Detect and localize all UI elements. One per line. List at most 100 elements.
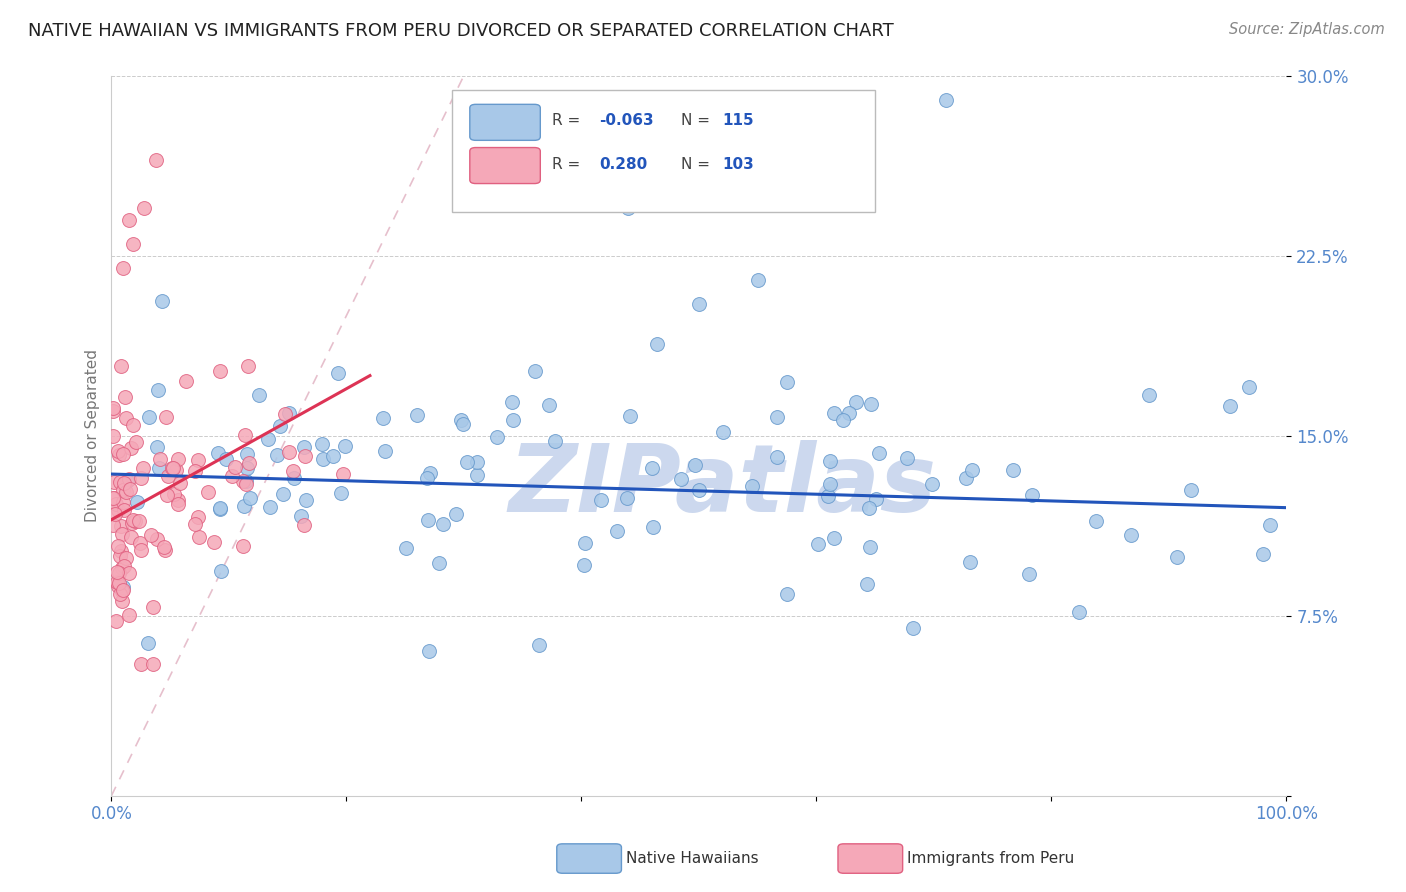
Point: [236, 448, 259, 462]
Point: [741, 478, 763, 492]
Point: [153, 541, 176, 555]
Point: [903, 621, 925, 635]
Point: [574, 558, 596, 572]
Point: [112, 475, 135, 490]
Point: [101, 518, 124, 533]
Point: [167, 451, 190, 466]
Point: [236, 359, 259, 373]
Point: [955, 471, 977, 485]
Point: [1237, 379, 1260, 393]
Point: [427, 556, 450, 570]
Point: [238, 456, 260, 470]
Point: [1260, 518, 1282, 533]
Point: [112, 503, 135, 517]
Point: [247, 388, 270, 402]
FancyBboxPatch shape: [453, 90, 875, 212]
Text: N =: N =: [682, 113, 716, 128]
Point: [110, 593, 132, 607]
Point: [1219, 399, 1241, 413]
Text: NATIVE HAWAIIAN VS IMMIGRANTS FROM PERU DIVORCED OR SEPARATED CORRELATION CHART: NATIVE HAWAIIAN VS IMMIGRANTS FROM PERU …: [28, 22, 894, 40]
Point: [121, 516, 143, 531]
Point: [128, 515, 150, 529]
Point: [959, 555, 981, 569]
Point: [103, 401, 125, 415]
Point: [103, 475, 125, 489]
Point: [333, 438, 356, 452]
Point: [111, 495, 134, 509]
Point: [271, 487, 294, 501]
Point: [235, 476, 257, 491]
Point: [114, 390, 136, 404]
Point: [197, 485, 219, 500]
Point: [114, 550, 136, 565]
Point: [174, 374, 197, 388]
Point: [312, 451, 335, 466]
Point: [129, 471, 152, 485]
Point: [118, 212, 141, 227]
Point: [1119, 528, 1142, 542]
Point: [160, 461, 183, 475]
Point: [107, 579, 129, 593]
Text: R =: R =: [553, 113, 585, 128]
Point: [235, 461, 257, 475]
Point: [167, 497, 190, 511]
Point: [776, 587, 799, 601]
Point: [643, 520, 665, 534]
Point: [125, 434, 148, 449]
Text: -0.063: -0.063: [599, 113, 654, 128]
Point: [529, 638, 551, 652]
Point: [619, 409, 641, 423]
Point: [606, 524, 628, 539]
Point: [150, 294, 173, 309]
Point: [311, 437, 333, 451]
Point: [166, 493, 188, 508]
Point: [141, 528, 163, 542]
Point: [145, 153, 167, 167]
Point: [233, 500, 256, 514]
Point: [1018, 567, 1040, 582]
Point: [832, 413, 855, 427]
Point: [107, 444, 129, 458]
Point: [395, 541, 418, 556]
Point: [432, 517, 454, 532]
Point: [1084, 514, 1107, 528]
Point: [326, 366, 349, 380]
Point: [865, 492, 887, 507]
Point: [671, 472, 693, 486]
Point: [110, 359, 132, 373]
Point: [105, 498, 128, 512]
Text: ZIPatlas: ZIPatlas: [509, 440, 936, 532]
Point: [292, 440, 315, 454]
Text: N =: N =: [682, 157, 716, 171]
Point: [766, 409, 789, 424]
Point: [146, 440, 169, 454]
Point: [208, 364, 231, 378]
Point: [465, 468, 488, 483]
Point: [121, 530, 143, 544]
Point: [118, 472, 141, 486]
Point: [418, 512, 440, 526]
Text: 103: 103: [723, 157, 754, 171]
Point: [104, 507, 127, 521]
Point: [273, 408, 295, 422]
Point: [111, 580, 134, 594]
Point: [266, 448, 288, 462]
Point: [110, 549, 132, 563]
Point: [108, 587, 131, 601]
Point: [1253, 547, 1275, 561]
Point: [935, 93, 957, 107]
Point: [747, 272, 769, 286]
Point: [332, 467, 354, 482]
Point: [294, 518, 316, 533]
Text: Source: ZipAtlas.com: Source: ZipAtlas.com: [1229, 22, 1385, 37]
Point: [235, 474, 257, 488]
Point: [108, 475, 131, 490]
Point: [138, 410, 160, 425]
Point: [838, 406, 860, 420]
Point: [110, 544, 132, 558]
FancyBboxPatch shape: [470, 147, 540, 184]
Point: [574, 535, 596, 549]
Point: [538, 398, 561, 412]
Point: [257, 433, 280, 447]
Point: [807, 537, 830, 551]
